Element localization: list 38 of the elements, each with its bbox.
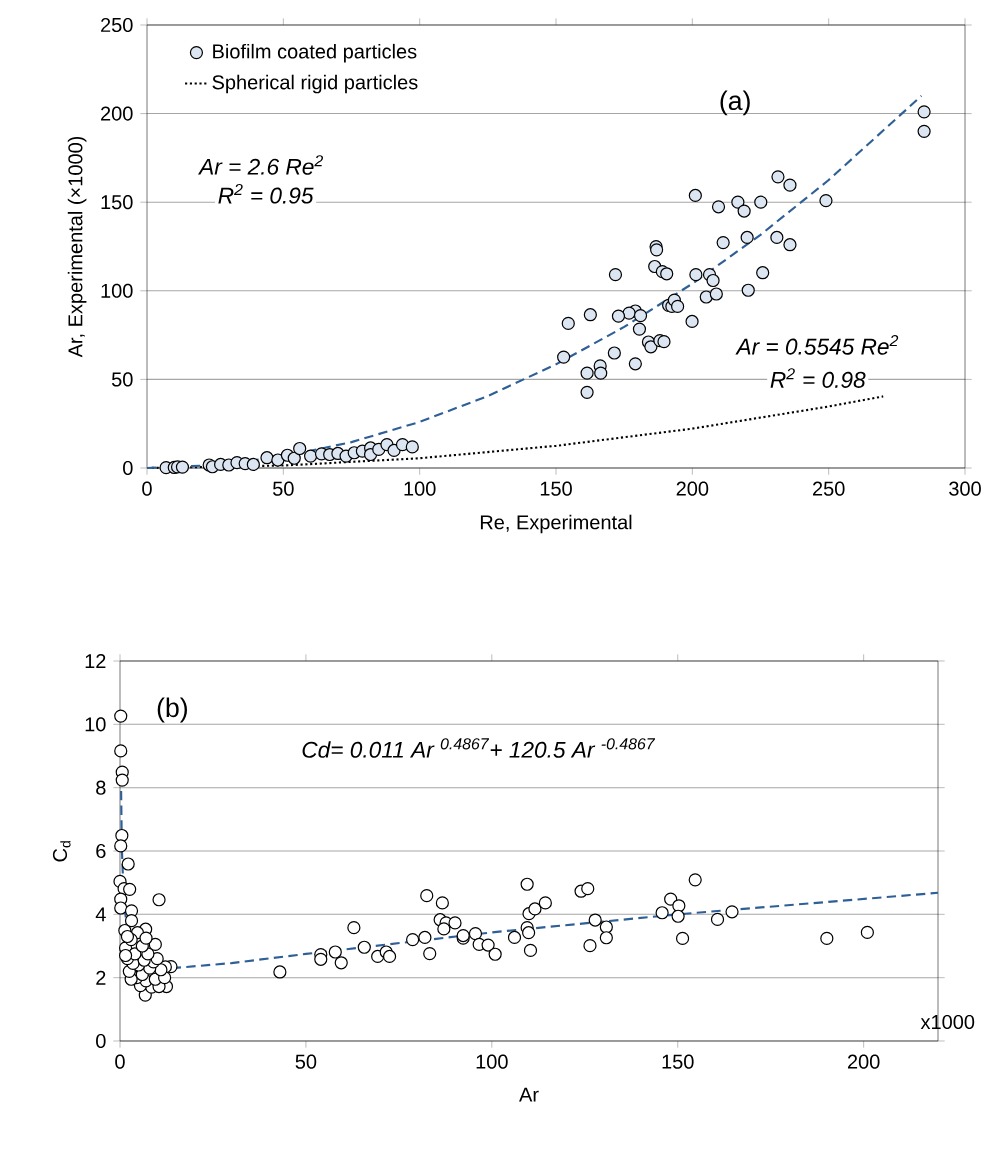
x-tick-label: 50: [295, 1054, 317, 1069]
annotation: R$^{2}$ = 0.98: [770, 368, 866, 388]
x-tick-label: 0: [142, 481, 152, 496]
x-tick-label: 100: [476, 1054, 508, 1069]
y-tick-label: 6: [96, 843, 106, 859]
text: (a): [720, 90, 750, 116]
annotation: R$^{2}$ = 0.95: [218, 183, 314, 204]
y-tick-label: 4: [95, 907, 106, 922]
y-tick-label: 0: [96, 1033, 106, 1049]
annotation: Ar = 2.6 Re$^{2}$: [198, 155, 324, 175]
x-tick-label: 250: [813, 481, 845, 496]
annotation: Cd= 0.011 Ar $^{0.4867}$+ 120.5 Ar $^{-0.4867}$: [302, 738, 656, 758]
x-tick-label: 300: [949, 481, 981, 496]
y-tick-label: 8: [96, 780, 106, 795]
annotation: Ar = 0.5545 Re$^{2}$: [735, 335, 899, 355]
y-tick-label: 2: [96, 970, 106, 985]
x-tick-label: 100: [404, 481, 436, 496]
text: (b): [157, 697, 187, 723]
y-tick-label: 50: [111, 372, 133, 387]
x-axis-title: Ar: [519, 1087, 539, 1102]
y-tick-label: 150: [101, 195, 133, 210]
y-axis-title: C$_{d}$: [52, 841, 71, 862]
x-tick-label: 50: [273, 481, 294, 496]
y-tick-label: 10: [85, 717, 106, 732]
y-axis-title: Ar, Experimental (×1000): [67, 136, 87, 358]
x-tick-label: 150: [662, 1054, 694, 1069]
y-tick-label: 100: [101, 283, 133, 298]
legend-label: Biofilm coated particles: [213, 43, 417, 63]
x-tick-label: 200: [847, 1054, 880, 1069]
legend-label: Spherical rigid particles: [212, 74, 418, 94]
y-tick-label: 250: [101, 17, 133, 33]
x-tick-label: 150: [540, 481, 572, 496]
y-tick-label: 200: [101, 106, 133, 121]
annotation: x1000: [920, 1014, 975, 1030]
x-tick-label: 200: [676, 481, 709, 496]
y-tick-label: 0: [123, 460, 133, 476]
x-axis-title: Re, Experimental: [480, 514, 632, 534]
y-tick-label: 12: [85, 654, 106, 668]
